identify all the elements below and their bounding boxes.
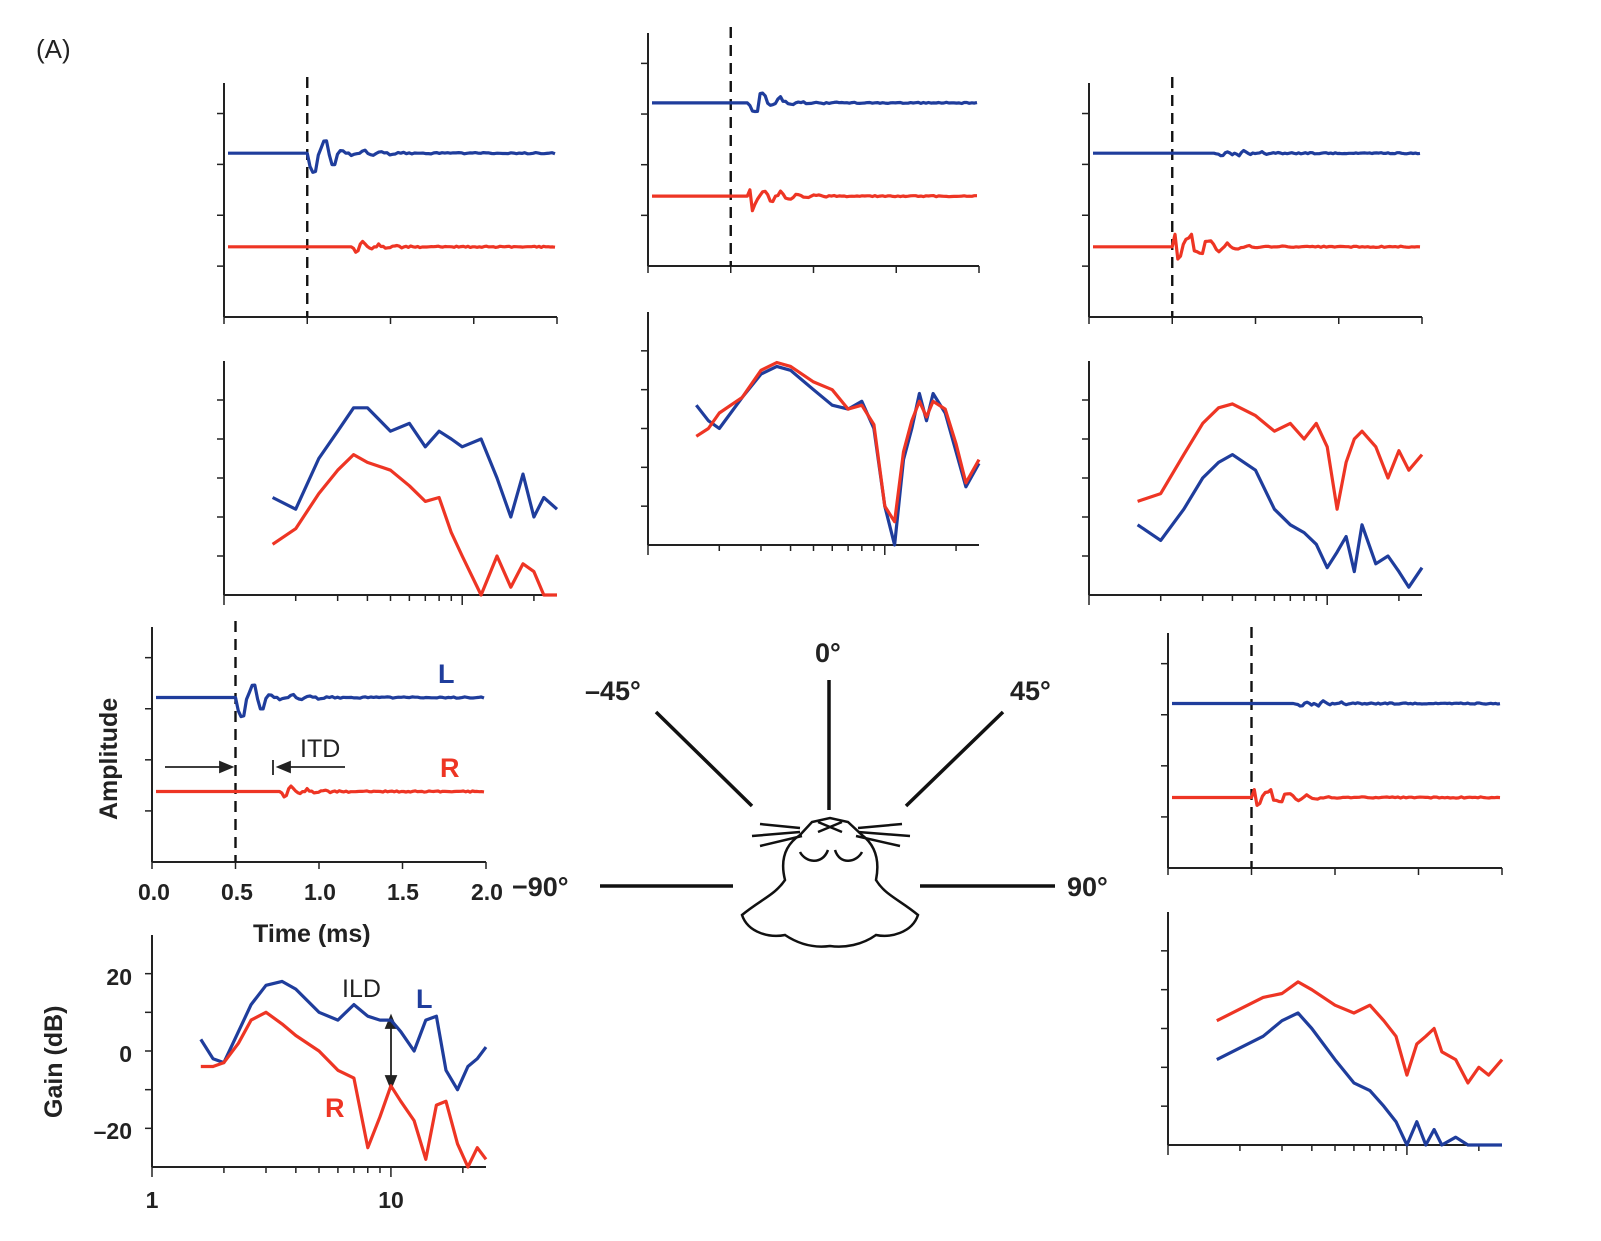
minus90-gain-series-R <box>200 1010 488 1169</box>
ray-plus45 <box>904 710 1005 808</box>
minus45-impulse-series-L <box>228 139 556 174</box>
xtick-label-4: 2.0 <box>471 879 503 905</box>
cat-head-icon <box>740 816 920 948</box>
plus45-impulse-series-R <box>1093 232 1421 261</box>
zero-gain-series-R <box>695 360 981 524</box>
itd-label: ITD <box>300 735 340 763</box>
minus45-gain-series-R <box>271 453 557 597</box>
minus45-impulse-series-R <box>228 239 556 254</box>
azimuth-label-minus45: –45° <box>585 676 641 706</box>
xtick-label-3: 1.5 <box>387 879 419 905</box>
azimuth-label-plus45: 45° <box>1010 676 1051 706</box>
xtick-label-1: 1 <box>146 1187 159 1213</box>
ild-arrow <box>384 1013 398 1091</box>
plus45-gain-series-L <box>1136 453 1424 589</box>
itd-arrows <box>165 760 345 775</box>
gain-legend-l: L <box>416 984 433 1014</box>
gain-legend-r: R <box>325 1093 345 1123</box>
panel-label: (A) <box>36 34 71 64</box>
legend-label-l: L <box>438 659 455 689</box>
zero-gain-series-L <box>695 364 981 547</box>
gain-ytick-labels: 20 0 –20 <box>94 964 132 1144</box>
xtick-label-0: 0.0 <box>138 879 170 905</box>
legend-label-r: R <box>440 753 460 783</box>
plus90-gain-series-R <box>1216 980 1504 1085</box>
zero-impulse-series-L <box>652 91 978 114</box>
minus45-gain-series-L <box>271 406 559 519</box>
minus90-impulse-series-R <box>156 784 485 799</box>
impulse-xtick-labels: 0.0 0.5 1.0 1.5 2.0 <box>138 879 503 905</box>
azimuth-label-plus90: 90° <box>1067 872 1108 902</box>
azimuth-label-minus90: −90° <box>512 872 569 902</box>
impulse-xlabel: Time (ms) <box>253 920 371 948</box>
plus90-impulse-series-L <box>1172 699 1501 708</box>
gain-xtick-labels: 1 10 <box>146 1187 404 1213</box>
ytick-label-0: 0 <box>119 1041 132 1067</box>
plus90-impulse-series-R <box>1172 788 1501 807</box>
gain-ylabel: Gain (dB) <box>40 1006 68 1119</box>
xtick-label-2: 1.0 <box>304 879 336 905</box>
minus90-gain-series-L <box>199 979 488 1092</box>
xtick-label-1: 0.5 <box>221 879 253 905</box>
ytick-label-minus20: –20 <box>94 1118 132 1144</box>
impulse-ylabel: Amplitude <box>95 698 123 820</box>
xtick-label-10: 10 <box>378 1187 404 1213</box>
zero-impulse-series-R <box>652 188 977 213</box>
plus90-gain-series-L <box>1216 1011 1502 1147</box>
minus90-impulse-series-L <box>156 683 485 719</box>
azimuth-rays <box>600 680 1055 888</box>
ray-minus45 <box>654 710 754 808</box>
plus45-impulse-series-L <box>1093 148 1421 158</box>
ild-label: ILD <box>342 975 381 1003</box>
ytick-label-20: 20 <box>106 964 132 990</box>
plus45-gain-series-R <box>1137 402 1424 511</box>
plot-layer <box>145 27 1504 1177</box>
azimuth-label-0: 0° <box>815 638 841 668</box>
